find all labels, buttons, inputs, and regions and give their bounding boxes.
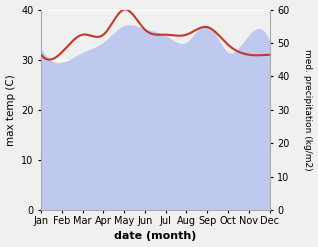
X-axis label: date (month): date (month): [114, 231, 197, 242]
Y-axis label: med. precipitation (kg/m2): med. precipitation (kg/m2): [303, 49, 313, 171]
Y-axis label: max temp (C): max temp (C): [5, 74, 16, 146]
